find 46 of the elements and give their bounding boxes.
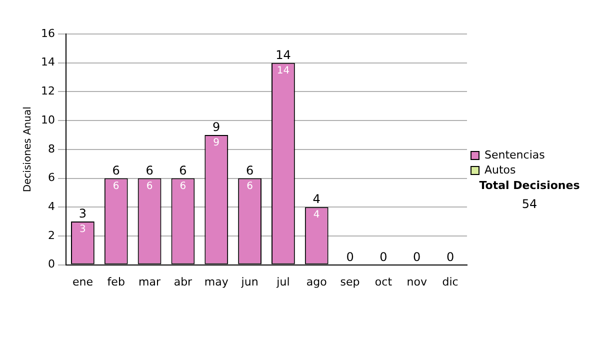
x-tick-label: abr — [174, 275, 193, 288]
x-tick-label: ago — [306, 275, 328, 288]
x-tick-label: nov — [406, 275, 428, 288]
total-label: 6 — [179, 163, 187, 178]
x-tick-label: oct — [374, 275, 393, 288]
total-label: 0 — [380, 250, 388, 264]
x-tick-label: feb — [107, 275, 125, 288]
y-tick-label: 8 — [48, 142, 55, 156]
data-label: 4 — [313, 210, 320, 221]
y-tick-label: 14 — [40, 56, 55, 69]
total-label: 0 — [346, 250, 354, 264]
text: Total Decisiones — [479, 178, 580, 192]
text: 54 — [522, 197, 538, 212]
total-label: 3 — [78, 206, 87, 221]
data-label: 6 — [112, 180, 120, 192]
data-label: 9 — [213, 138, 220, 149]
y-tick-label: 12 — [40, 84, 55, 98]
x-tick-label: jun — [240, 275, 258, 288]
data-label: 6 — [146, 180, 153, 192]
x-tick-label: may — [204, 275, 229, 288]
y-tick-label: 4 — [48, 200, 55, 213]
data-label: 3 — [80, 224, 86, 236]
x-tick-label: ene — [72, 275, 94, 288]
data-label: 14 — [276, 65, 290, 76]
y-tick-label: 2 — [48, 228, 55, 242]
y-tick-label: 6 — [48, 171, 55, 184]
x-tick-label: dic — [442, 275, 458, 288]
data-label: 6 — [180, 180, 186, 192]
legend-label: Autos — [484, 163, 516, 176]
y-axis-title: Decisiones Anual — [22, 106, 34, 192]
x-tick-label: sep — [340, 275, 360, 288]
x-tick-label: mar — [138, 275, 162, 288]
total-label: 9 — [212, 120, 220, 134]
total-label: 6 — [112, 163, 120, 178]
y-tick-label: 16 — [40, 26, 55, 40]
data-label: 6 — [246, 180, 253, 192]
x-tick-label: jul — [276, 275, 290, 288]
total-label: 6 — [246, 163, 254, 178]
y-tick-label: 0 — [48, 258, 55, 271]
total-label: 6 — [146, 163, 154, 178]
total-label: 0 — [413, 250, 421, 264]
total-label: 4 — [312, 192, 320, 206]
y-tick-label: 10 — [40, 113, 55, 126]
legend-label: Sentencias — [484, 148, 546, 162]
total-label: 14 — [276, 48, 291, 62]
total-label: 0 — [446, 250, 454, 264]
